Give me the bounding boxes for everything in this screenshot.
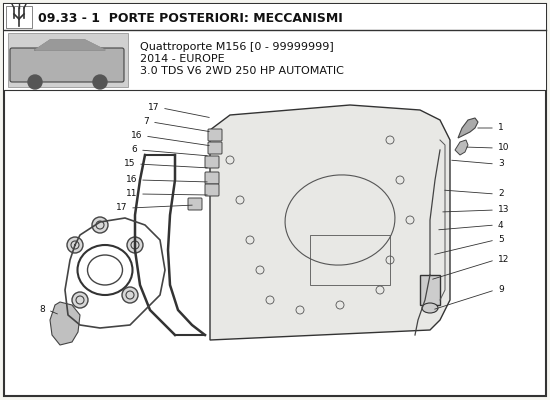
Text: 6: 6 <box>131 146 137 154</box>
Text: 13: 13 <box>498 206 509 214</box>
Text: 4: 4 <box>498 220 504 230</box>
Text: 15: 15 <box>124 160 135 168</box>
FancyBboxPatch shape <box>10 48 124 82</box>
Bar <box>6 6 32 28</box>
FancyBboxPatch shape <box>205 156 219 168</box>
Text: 12: 12 <box>498 256 509 264</box>
Ellipse shape <box>422 303 438 313</box>
Circle shape <box>122 287 138 303</box>
Text: 17: 17 <box>147 104 159 112</box>
Bar <box>4 30 546 90</box>
Text: 3.0 TDS V6 2WD 250 HP AUTOMATIC: 3.0 TDS V6 2WD 250 HP AUTOMATIC <box>140 66 344 76</box>
Text: 9: 9 <box>498 286 504 294</box>
Text: 09.33 - 1  PORTE POSTERIORI: MECCANISMI: 09.33 - 1 PORTE POSTERIORI: MECCANISMI <box>38 12 343 24</box>
Polygon shape <box>455 140 468 155</box>
Text: 16: 16 <box>130 132 142 140</box>
FancyBboxPatch shape <box>208 129 222 141</box>
Polygon shape <box>50 302 80 345</box>
FancyBboxPatch shape <box>205 172 219 184</box>
Text: 2: 2 <box>498 190 504 198</box>
Text: 7: 7 <box>143 118 149 126</box>
FancyBboxPatch shape <box>205 184 219 196</box>
Text: 2014 - EUROPE: 2014 - EUROPE <box>140 54 224 64</box>
Text: 3: 3 <box>498 160 504 168</box>
Bar <box>310 235 390 285</box>
Text: 16: 16 <box>125 176 137 184</box>
Circle shape <box>93 75 107 89</box>
Text: 11: 11 <box>125 190 137 198</box>
Circle shape <box>67 237 83 253</box>
FancyBboxPatch shape <box>208 142 222 154</box>
Text: 10: 10 <box>498 144 509 152</box>
Text: 17: 17 <box>116 204 127 212</box>
Circle shape <box>72 292 88 308</box>
Polygon shape <box>210 105 450 340</box>
Text: 5: 5 <box>498 236 504 244</box>
Text: 8: 8 <box>39 306 45 314</box>
Text: 1: 1 <box>498 124 504 132</box>
Polygon shape <box>458 118 478 138</box>
FancyBboxPatch shape <box>188 198 202 210</box>
Bar <box>420 275 440 305</box>
Circle shape <box>92 217 108 233</box>
Bar <box>8 33 128 87</box>
Circle shape <box>127 237 143 253</box>
Bar <box>4 4 546 30</box>
Circle shape <box>28 75 42 89</box>
Polygon shape <box>35 40 105 50</box>
Text: Quattroporte M156 [0 - 99999999]: Quattroporte M156 [0 - 99999999] <box>140 42 334 52</box>
